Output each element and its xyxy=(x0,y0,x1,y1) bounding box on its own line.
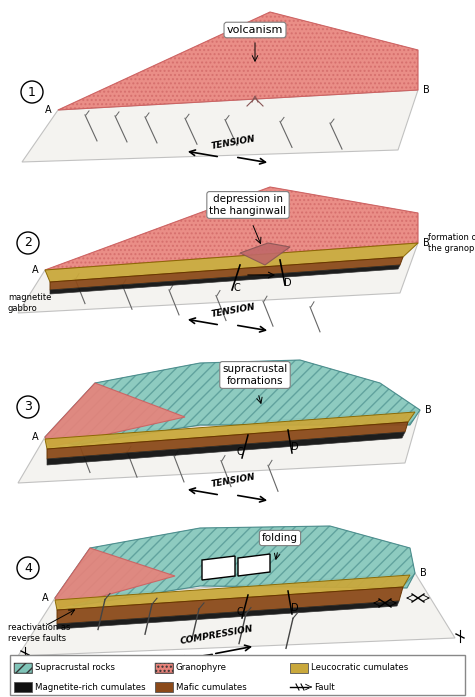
Polygon shape xyxy=(47,422,408,459)
Text: B: B xyxy=(425,405,432,415)
Polygon shape xyxy=(57,587,403,624)
Polygon shape xyxy=(18,243,418,313)
Text: Leucocratic cumulates: Leucocratic cumulates xyxy=(311,664,408,673)
Polygon shape xyxy=(55,548,175,608)
Circle shape xyxy=(21,81,43,103)
Text: 3: 3 xyxy=(24,401,32,413)
Polygon shape xyxy=(57,601,399,629)
Text: C: C xyxy=(237,607,243,617)
Polygon shape xyxy=(238,554,270,576)
Text: Supracrustal rocks: Supracrustal rocks xyxy=(35,664,115,673)
Text: B: B xyxy=(423,85,430,95)
Polygon shape xyxy=(22,90,418,162)
Polygon shape xyxy=(202,556,235,580)
Text: COMPRESSION: COMPRESSION xyxy=(180,625,254,646)
Text: C: C xyxy=(237,447,243,457)
FancyBboxPatch shape xyxy=(155,682,173,692)
Text: volcanism: volcanism xyxy=(227,25,283,35)
FancyBboxPatch shape xyxy=(290,663,308,673)
Text: C: C xyxy=(234,283,240,293)
Polygon shape xyxy=(45,243,418,282)
Circle shape xyxy=(17,557,39,579)
Polygon shape xyxy=(45,383,185,447)
Text: D: D xyxy=(284,278,292,288)
Text: TENSION: TENSION xyxy=(210,135,256,151)
Text: TENSION: TENSION xyxy=(210,302,256,319)
Circle shape xyxy=(17,232,39,254)
Text: folding: folding xyxy=(262,533,298,543)
Polygon shape xyxy=(45,412,415,449)
FancyBboxPatch shape xyxy=(155,663,173,673)
Text: formation of
the granophyre: formation of the granophyre xyxy=(428,233,475,253)
Polygon shape xyxy=(47,432,405,465)
Polygon shape xyxy=(18,410,420,483)
Polygon shape xyxy=(50,265,400,294)
Polygon shape xyxy=(58,12,418,110)
FancyBboxPatch shape xyxy=(14,682,32,692)
Circle shape xyxy=(17,396,39,418)
Text: Magnetite-rich cumulates: Magnetite-rich cumulates xyxy=(35,682,146,691)
Text: reactivation as
reverse faults: reactivation as reverse faults xyxy=(8,623,70,643)
Text: Mafic cumulates: Mafic cumulates xyxy=(176,682,247,691)
Text: D: D xyxy=(291,603,299,613)
Polygon shape xyxy=(45,187,418,270)
Text: 4: 4 xyxy=(24,562,32,574)
Text: magnetite
gabbro: magnetite gabbro xyxy=(8,293,51,313)
Text: A: A xyxy=(32,265,39,275)
Text: supracrustal
formations: supracrustal formations xyxy=(222,365,288,386)
Text: B: B xyxy=(423,238,430,248)
Text: D: D xyxy=(291,442,299,452)
Polygon shape xyxy=(240,243,290,265)
Text: Granophyre: Granophyre xyxy=(176,664,227,673)
Polygon shape xyxy=(18,573,455,656)
FancyBboxPatch shape xyxy=(14,663,32,673)
Text: A: A xyxy=(46,105,52,115)
Polygon shape xyxy=(45,360,420,445)
FancyBboxPatch shape xyxy=(10,655,465,695)
Text: A: A xyxy=(42,593,49,603)
Text: A: A xyxy=(32,432,39,442)
Text: TENSION: TENSION xyxy=(210,473,256,489)
Text: 2: 2 xyxy=(24,236,32,250)
Polygon shape xyxy=(50,257,403,290)
Text: depression in
the hanginwall: depression in the hanginwall xyxy=(209,194,286,216)
Polygon shape xyxy=(55,575,410,610)
Text: 1: 1 xyxy=(28,86,36,98)
Text: B: B xyxy=(420,568,427,578)
Polygon shape xyxy=(55,526,415,606)
Text: Fault: Fault xyxy=(314,682,335,691)
